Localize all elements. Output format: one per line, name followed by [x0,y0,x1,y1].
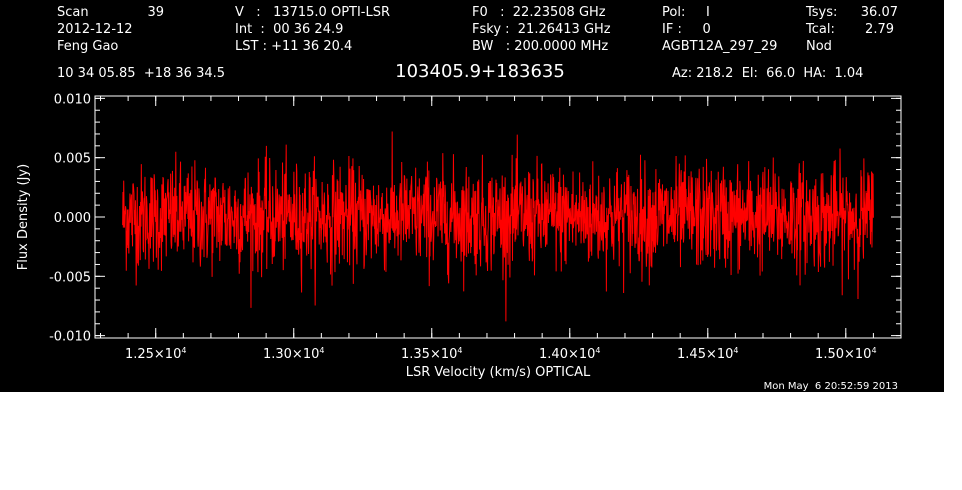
y-tick-label: 0.005 [54,152,91,167]
x-tick-label: 1.40×104 [539,346,600,362]
y-tick-label: 0.000 [54,211,91,226]
observation-date: 2012-12-12 [57,22,133,37]
project-id: AGBT12A_297_29 [662,39,778,54]
plot-timestamp: Mon May 6 20:52:59 2013 [763,381,898,392]
integration-time: Int : 00 36 24.9 [235,22,344,37]
tcal-label: Tcal: [806,22,835,37]
x-tick-label: 1.45×104 [677,346,738,362]
x-axis-label: LSR Velocity (km/s) OPTICAL [406,365,591,380]
tsys-value: 36.07 [860,5,898,20]
x-tick-label: 1.30×104 [263,346,324,362]
scan-number: 39 [147,5,164,20]
scan-label: Scan [57,5,89,20]
x-tick-label: 1.35×104 [401,346,462,362]
source-coordinates: 10 34 05.85 +18 36 34.5 [57,66,226,81]
y-tick-label: -0.010 [49,330,91,345]
rest-frequency: F0 : 22.23508 GHz [472,5,606,20]
if-number: IF : 0 [662,22,711,37]
source-name: 103405.9+183635 [395,61,565,82]
x-tick-label: 1.50×104 [815,346,876,362]
velocity-readout: V : 13715.0 OPTI-LSR [235,5,391,20]
y-tick-label: -0.005 [49,270,91,285]
y-tick-label: 0.010 [54,92,91,107]
y-axis-label: Flux Density (Jy) [16,164,31,270]
tsys-label: Tsys: [806,5,838,20]
lst-readout: LST : +11 36 20.4 [235,39,353,54]
tcal-value: 2.79 [865,22,894,37]
spectrum-chart: -0.010 -0.005 0.000 0.005 0.010 1.25×104 1.30×… [16,92,902,380]
az-el-ha-readout: Az: 218.2 El: 66.0 HA: 1.04 [672,66,864,81]
sky-frequency: Fsky : 21.26413 GHz [472,22,611,37]
bandwidth: BW : 200.0000 MHz [472,39,609,54]
observing-mode: Nod [806,39,832,54]
x-tick-label: 1.25×104 [125,346,186,362]
plot-panel: Scan 39 2012-12-12 Feng Gao V : 13715.0 … [0,0,944,392]
polarization: Pol: I [662,5,710,20]
spectrum-trace [122,131,874,322]
observer-name: Feng Gao [57,39,119,54]
